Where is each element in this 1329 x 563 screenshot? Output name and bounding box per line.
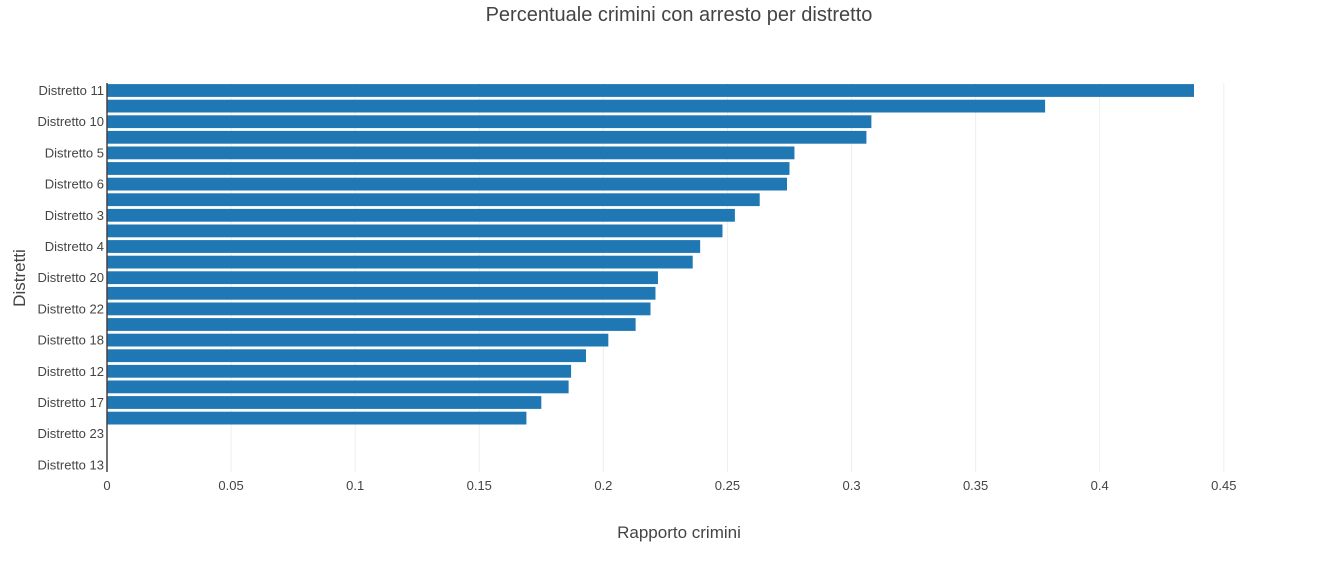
y-category-label: Distretto 22	[38, 301, 104, 316]
bar[interactable]	[107, 84, 1195, 97]
chart-title: Percentuale crimini con arresto per dist…	[486, 4, 873, 26]
y-axis-title: Distretti	[10, 249, 29, 307]
y-category-labels: Distretto 11 Distretto 10 Distretto 5 Distr…	[38, 83, 104, 472]
bar[interactable]	[107, 271, 658, 285]
bar[interactable]	[107, 255, 693, 269]
bar[interactable]	[107, 364, 572, 378]
x-tick-label: 0.3	[842, 478, 860, 493]
bar[interactable]	[107, 115, 872, 129]
bar[interactable]	[107, 411, 527, 425]
x-tick-label: 0.4	[1091, 478, 1109, 493]
bar[interactable]	[107, 333, 609, 347]
y-category-label: Distretto 13	[38, 457, 104, 472]
bar[interactable]	[107, 380, 569, 394]
bar[interactable]	[107, 208, 735, 222]
x-axis-title: Rapporto crimini	[617, 523, 741, 542]
x-tick-label: 0	[103, 478, 110, 493]
x-tick-label: 0.05	[218, 478, 243, 493]
y-category-label: Distretto 10	[38, 114, 104, 129]
x-tick-label: 0.1	[346, 478, 364, 493]
bar[interactable]	[107, 193, 760, 207]
y-category-label: Distretto 23	[38, 426, 104, 441]
bar[interactable]	[107, 99, 1046, 113]
bars	[107, 84, 1195, 425]
bar[interactable]	[107, 177, 788, 191]
bar[interactable]	[107, 240, 701, 253]
bar[interactable]	[107, 302, 651, 316]
y-category-label: Distretto 4	[45, 239, 104, 254]
x-tick-label: 0.15	[467, 478, 492, 493]
bar[interactable]	[107, 318, 636, 331]
bar[interactable]	[107, 349, 586, 363]
y-category-label: Distretto 3	[45, 208, 104, 223]
y-category-label: Distretto 11	[38, 83, 104, 98]
x-tick-label: 0.45	[1211, 478, 1236, 493]
x-tick-label: 0.25	[715, 478, 740, 493]
y-category-label: Distretto 6	[45, 177, 104, 192]
bar[interactable]	[107, 146, 795, 160]
bar[interactable]	[107, 286, 656, 300]
y-category-label: Distretto 20	[38, 270, 104, 285]
x-tick-labels: 0 0.05 0.1 0.15 0.2 0.25 0.3 0.35 0.4 0.45	[103, 478, 1236, 493]
x-tick-label: 0.2	[594, 478, 612, 493]
y-category-label: Distretto 12	[38, 364, 104, 379]
x-tick-label: 0.35	[963, 478, 988, 493]
bar[interactable]	[107, 396, 542, 409]
bar[interactable]	[107, 130, 867, 144]
bar[interactable]	[107, 224, 723, 238]
bar[interactable]	[107, 162, 790, 175]
y-category-label: Distretto 17	[38, 395, 104, 410]
y-category-label: Distretto 18	[38, 333, 104, 348]
y-category-label: Distretto 5	[45, 145, 104, 160]
